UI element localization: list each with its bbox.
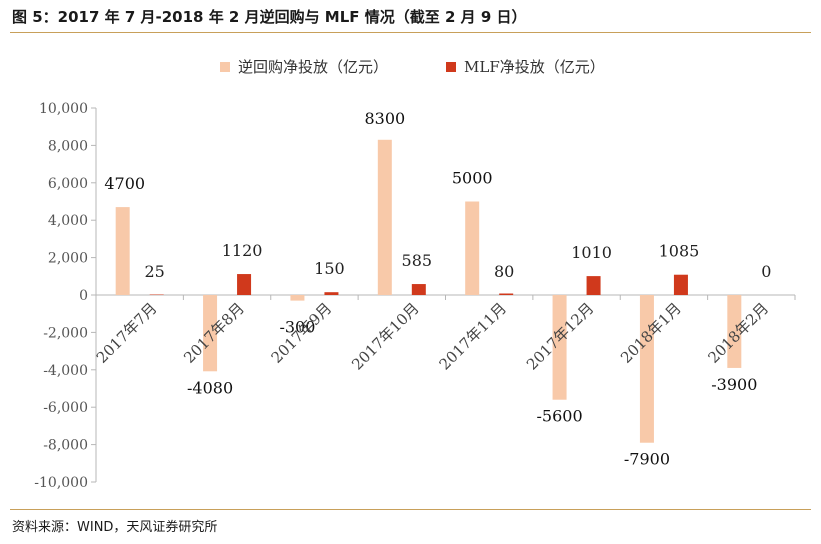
data-label-reverse-repo: -300 <box>279 318 315 337</box>
y-tick-label: -10,000 <box>34 475 88 491</box>
data-label-mlf: 80 <box>494 262 514 281</box>
data-label-mlf: 585 <box>402 251 433 270</box>
data-label-reverse-repo: -3900 <box>711 375 757 394</box>
source-note: 资料来源：WIND，天风证券研究所 <box>12 520 218 535</box>
x-tick-label: 2017年7月 <box>93 299 161 367</box>
legend-swatch-reverse-repo <box>220 61 230 72</box>
bar-reverse-repo <box>290 295 305 301</box>
title-rule <box>10 32 811 33</box>
bar-reverse-repo <box>727 295 742 368</box>
data-label-mlf: 25 <box>145 262 165 281</box>
data-label-reverse-repo: 4700 <box>104 174 145 193</box>
y-tick-label: -2,000 <box>43 325 88 341</box>
x-tick-label: 2017年11月 <box>436 299 510 373</box>
y-tick-label: 4,000 <box>48 213 88 229</box>
x-tick-label: 2017年9月 <box>268 299 336 367</box>
y-tick-label: -8,000 <box>43 438 88 454</box>
bar-reverse-repo <box>203 295 218 372</box>
legend-swatch-mlf <box>446 61 456 72</box>
data-label-reverse-repo: 8300 <box>364 109 405 128</box>
bar-mlf <box>237 274 252 295</box>
y-tick-label: 8,000 <box>48 138 88 154</box>
legend: 逆回购净投放（亿元） MLF净投放（亿元） <box>0 56 821 80</box>
data-label-reverse-repo: 5000 <box>452 169 493 188</box>
x-tick-label: 2017年10月 <box>348 299 422 373</box>
y-tick-label: -6,000 <box>43 400 88 416</box>
bar-mlf <box>586 276 601 295</box>
bar-reverse-repo <box>465 201 480 295</box>
bar-reverse-repo <box>377 139 392 295</box>
y-tick-label: 2,000 <box>48 251 88 267</box>
bar-reverse-repo <box>552 295 567 400</box>
data-label-mlf: 0 <box>761 262 771 281</box>
data-label-mlf: 150 <box>314 259 345 278</box>
y-tick-label: 0 <box>79 288 88 304</box>
legend-label-reverse-repo: 逆回购净投放（亿元） <box>238 58 389 76</box>
bar-reverse-repo <box>115 207 130 295</box>
bar-mlf <box>673 274 688 295</box>
legend-label-mlf: MLF净投放（亿元） <box>464 58 605 76</box>
data-label-reverse-repo: -5600 <box>537 407 583 426</box>
data-label-mlf: 1085 <box>659 242 700 261</box>
bar-mlf <box>324 292 339 295</box>
bar-mlf <box>411 284 426 295</box>
bar-mlf <box>499 293 514 295</box>
y-tick-label: 10,000 <box>39 101 88 117</box>
data-label-reverse-repo: -7900 <box>624 450 670 469</box>
bar-reverse-repo <box>639 295 654 443</box>
figure-title: 图 5：2017 年 7 月-2018 年 2 月逆回购与 MLF 情况（截至 … <box>12 8 527 26</box>
data-label-mlf: 1010 <box>571 243 612 262</box>
data-label-reverse-repo: -4080 <box>187 378 233 397</box>
y-tick-label: -4,000 <box>43 363 88 379</box>
data-label-mlf: 1120 <box>222 241 263 260</box>
y-tick-label: 6,000 <box>48 176 88 192</box>
legend-item-reverse-repo: 逆回购净投放（亿元） <box>220 56 388 77</box>
source-rule <box>10 509 811 510</box>
legend-item-mlf: MLF净投放（亿元） <box>446 56 605 77</box>
